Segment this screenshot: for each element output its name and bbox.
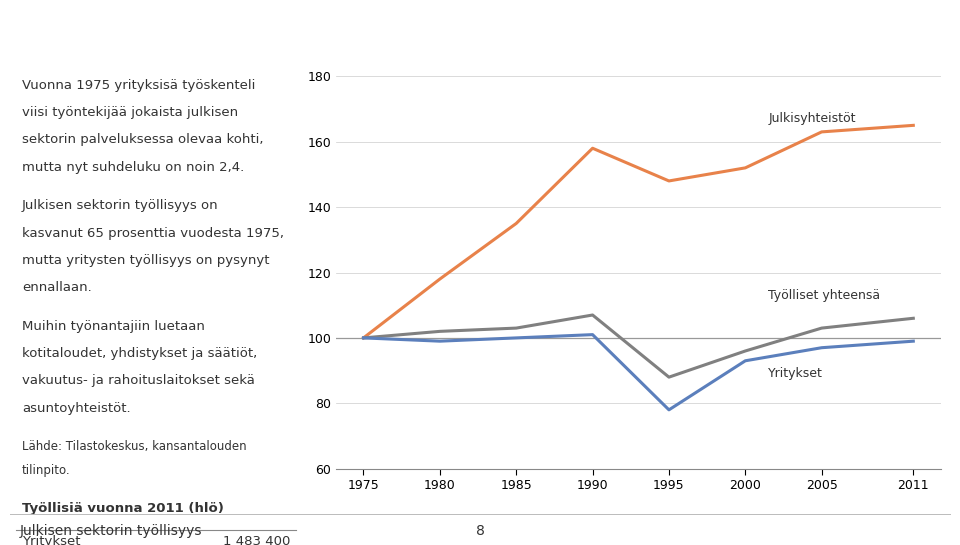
Text: asuntoyhteistöt.: asuntoyhteistöt. [22, 402, 131, 415]
Text: Yritykset: Yritykset [768, 367, 823, 380]
Text: Julkisen sektorin työllisyys on: Julkisen sektorin työllisyys on [22, 199, 219, 212]
Text: 8: 8 [475, 524, 485, 537]
Text: Muihin työnantajiin luetaan: Muihin työnantajiin luetaan [22, 320, 204, 332]
Text: Julkisen sektorin työllisyys: Julkisen sektorin työllisyys [19, 524, 202, 537]
Text: viisi työntekijää jokaista julkisen: viisi työntekijää jokaista julkisen [22, 106, 238, 119]
Text: Lähde: Tilastokeskus, kansantalouden: Lähde: Tilastokeskus, kansantalouden [22, 440, 247, 453]
Text: vakuutus- ja rahoituslaitokset sekä: vakuutus- ja rahoituslaitokset sekä [22, 374, 254, 387]
Text: Työlliset yhteensä: Työlliset yhteensä [768, 289, 880, 302]
Text: Työvoiman kehitys julkisyhteisöissä ja yrityksisä 1975–2011: Työvoiman kehitys julkisyhteisöissä ja y… [331, 16, 873, 32]
Text: Työllisiä vuonna 2011 (hlö): Työllisiä vuonna 2011 (hlö) [22, 502, 224, 515]
Text: Vuonna 1975 yrityksisä työskenteli: Vuonna 1975 yrityksisä työskenteli [22, 78, 255, 92]
Text: Julkisyhteistöt: Julkisyhteistöt [768, 112, 855, 125]
Text: (indeksi, 1975=100): (indeksi, 1975=100) [331, 40, 514, 56]
Text: kotitaloudet, yhdistykset ja säätiöt,: kotitaloudet, yhdistykset ja säätiöt, [22, 347, 257, 360]
Text: mutta nyt suhdeluku on noin 2,4.: mutta nyt suhdeluku on noin 2,4. [22, 161, 244, 174]
Text: Yritykset: Yritykset [22, 535, 81, 545]
Text: tilinpito.: tilinpito. [22, 464, 70, 477]
Text: sektorin palveluksessa olevaa kohti,: sektorin palveluksessa olevaa kohti, [22, 134, 263, 147]
Text: kasvanut 65 prosenttia vuodesta 1975,: kasvanut 65 prosenttia vuodesta 1975, [22, 227, 284, 240]
Text: 1 483 400: 1 483 400 [223, 535, 290, 545]
Text: mutta yritysten työllisyys on pysynyt: mutta yritysten työllisyys on pysynyt [22, 254, 270, 267]
Text: ennallaan.: ennallaan. [22, 281, 91, 294]
